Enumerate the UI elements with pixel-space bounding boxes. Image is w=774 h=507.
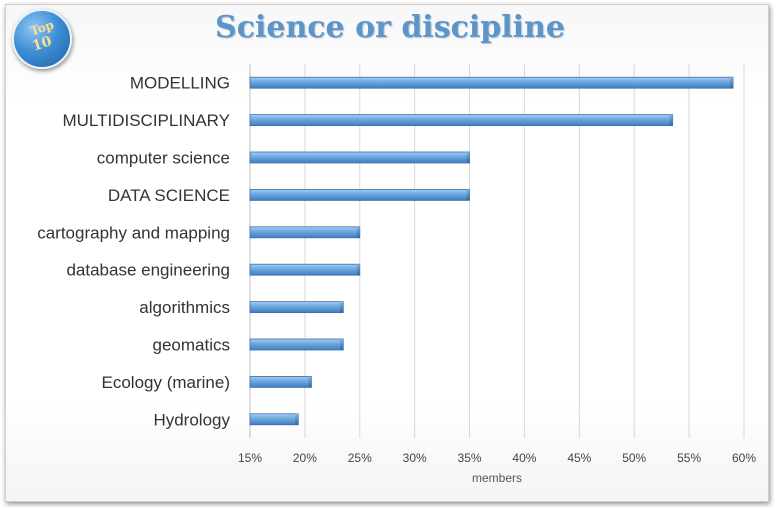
bar <box>249 151 470 164</box>
x-tick-label: 40% <box>512 451 536 465</box>
bar <box>249 263 361 276</box>
x-tick-label: 20% <box>293 451 317 465</box>
bar <box>249 338 344 351</box>
x-tick-label: 55% <box>677 451 701 465</box>
x-tick-label: 25% <box>348 451 372 465</box>
chart-title: Science or discipline <box>215 10 565 45</box>
category-label: database engineering <box>66 261 230 280</box>
category-label: Hydrology <box>153 410 230 429</box>
x-tick-label: 30% <box>403 451 427 465</box>
bar <box>249 301 344 314</box>
category-label: DATA SCIENCE <box>108 186 230 205</box>
bar <box>249 413 299 426</box>
bar <box>249 114 674 126</box>
bar <box>249 76 734 89</box>
x-tick-label: 60% <box>732 451 756 465</box>
category-label: computer science <box>97 149 230 168</box>
x-tick-label: 45% <box>567 451 591 465</box>
category-label: Ecology (marine) <box>102 373 231 392</box>
x-tick-label: 15% <box>238 451 262 465</box>
x-tick-label: 35% <box>458 451 482 465</box>
top-10-badge: Top 10 <box>12 9 72 69</box>
category-label: geomatics <box>153 336 230 355</box>
bar <box>249 226 361 239</box>
bar <box>249 375 312 388</box>
x-tick-label: 50% <box>622 451 646 465</box>
category-label: MULTIDISCIPLINARY <box>62 111 230 130</box>
bar <box>249 188 470 201</box>
category-label: algorithmics <box>139 298 230 317</box>
x-axis-label: members <box>472 471 522 485</box>
category-label: cartography and mapping <box>37 223 230 242</box>
category-label: MODELLING <box>130 74 230 93</box>
